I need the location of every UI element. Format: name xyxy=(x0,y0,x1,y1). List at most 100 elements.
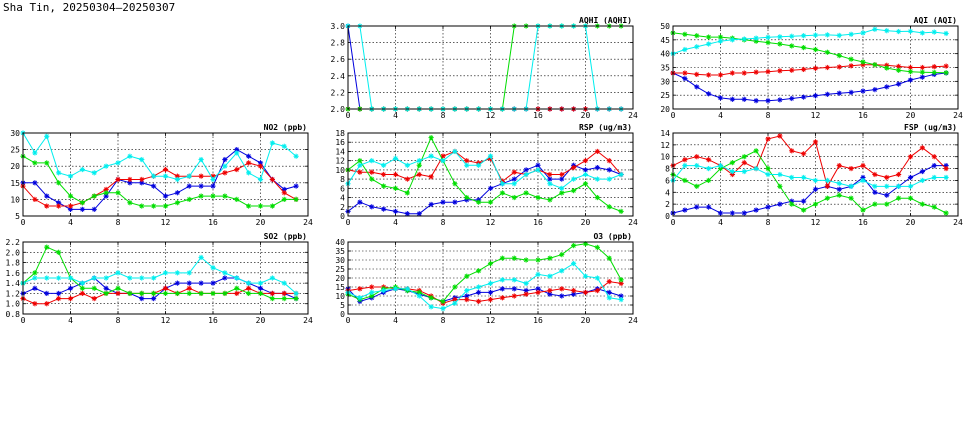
data-point xyxy=(836,53,842,59)
data-point xyxy=(812,186,819,192)
data-point xyxy=(860,207,866,213)
x-tick-label: 12 xyxy=(486,111,496,120)
series-line xyxy=(348,25,622,110)
data-point xyxy=(151,173,157,179)
data-point xyxy=(452,148,458,155)
data-point xyxy=(174,173,180,179)
data-point xyxy=(127,153,133,159)
data-point xyxy=(824,195,830,201)
data-point xyxy=(836,90,842,96)
chart-so2: 0 4 8 12 16 20 24 0.81.0 1.21.41.61.8 2.02.2 SO2 (… xyxy=(6,232,313,325)
data-point xyxy=(812,139,819,145)
y-tick-label: 2.2 xyxy=(331,88,346,97)
data-point xyxy=(511,194,517,201)
data-point xyxy=(919,69,925,75)
data-point xyxy=(582,181,589,187)
data-point xyxy=(210,193,216,199)
data-point xyxy=(269,140,275,146)
series-line xyxy=(348,25,622,110)
data-point xyxy=(139,156,145,163)
y-tick-label: 3.0 xyxy=(331,22,346,31)
data-point xyxy=(115,285,121,291)
data-point xyxy=(404,286,410,292)
data-point xyxy=(293,290,299,297)
data-point xyxy=(523,167,529,173)
data-point xyxy=(257,163,264,169)
data-point xyxy=(907,77,914,83)
data-point xyxy=(44,301,50,307)
x-tick-label: 8 xyxy=(441,218,446,227)
data-point xyxy=(246,290,252,297)
chart-title: AQI (AQI) xyxy=(914,16,957,25)
x-tick-label: 24 xyxy=(628,218,638,227)
data-point xyxy=(919,64,925,71)
data-point xyxy=(559,286,565,292)
grid xyxy=(348,26,633,109)
data-point xyxy=(440,153,446,159)
data-point xyxy=(860,59,866,65)
data-point xyxy=(907,183,914,189)
data-point xyxy=(79,206,85,212)
x-tick-label: 12 xyxy=(486,218,496,227)
data-point xyxy=(404,176,410,182)
data-point xyxy=(682,207,688,213)
data-point xyxy=(931,29,937,35)
data-point xyxy=(789,148,795,154)
data-point xyxy=(91,275,97,281)
data-point xyxy=(606,204,612,210)
y-tick-label: 45 xyxy=(660,36,670,45)
data-point xyxy=(535,257,541,263)
data-point xyxy=(571,164,577,171)
data-point xyxy=(511,286,517,292)
data-point xyxy=(919,74,925,80)
data-point xyxy=(186,290,192,297)
data-point xyxy=(91,295,97,302)
data-point xyxy=(381,171,387,178)
data-point xyxy=(848,63,854,69)
data-point xyxy=(428,135,434,141)
data-point xyxy=(729,96,735,102)
data-point xyxy=(765,165,771,172)
data-point xyxy=(210,265,216,271)
data-point xyxy=(127,180,133,186)
y-tick-label: 2.8 xyxy=(331,39,346,48)
series-3 xyxy=(20,153,299,209)
data-point xyxy=(198,290,204,297)
data-point xyxy=(91,170,97,176)
plot-frame xyxy=(22,132,309,217)
data-point xyxy=(257,285,264,291)
series-4 xyxy=(345,23,624,112)
data-point xyxy=(907,195,914,201)
series-line xyxy=(673,64,947,76)
data-point xyxy=(440,306,446,312)
data-point xyxy=(812,46,819,53)
data-point xyxy=(547,273,553,279)
series-3 xyxy=(345,23,624,112)
data-point xyxy=(511,293,517,299)
data-point xyxy=(559,252,565,258)
data-point xyxy=(476,162,482,168)
y-tick-label: 6 xyxy=(665,176,670,185)
data-point xyxy=(464,158,470,164)
data-point xyxy=(416,293,422,299)
data-point xyxy=(729,210,735,216)
series-line xyxy=(347,25,622,110)
data-point xyxy=(392,185,399,191)
data-point xyxy=(694,154,700,160)
data-point xyxy=(896,67,902,73)
data-point xyxy=(706,157,712,163)
data-point xyxy=(741,168,747,175)
y-tick-label: 8 xyxy=(340,175,345,184)
data-point xyxy=(246,153,252,159)
data-point xyxy=(741,160,747,166)
data-point xyxy=(464,297,470,303)
data-point xyxy=(44,275,50,281)
data-point xyxy=(559,293,565,299)
data-point xyxy=(44,160,50,166)
y-tick-label: 25 xyxy=(335,265,345,274)
data-point xyxy=(535,271,541,277)
data-point xyxy=(741,154,747,160)
data-point xyxy=(682,75,688,82)
x-tick-label: 8 xyxy=(116,316,121,325)
data-point xyxy=(162,285,169,291)
